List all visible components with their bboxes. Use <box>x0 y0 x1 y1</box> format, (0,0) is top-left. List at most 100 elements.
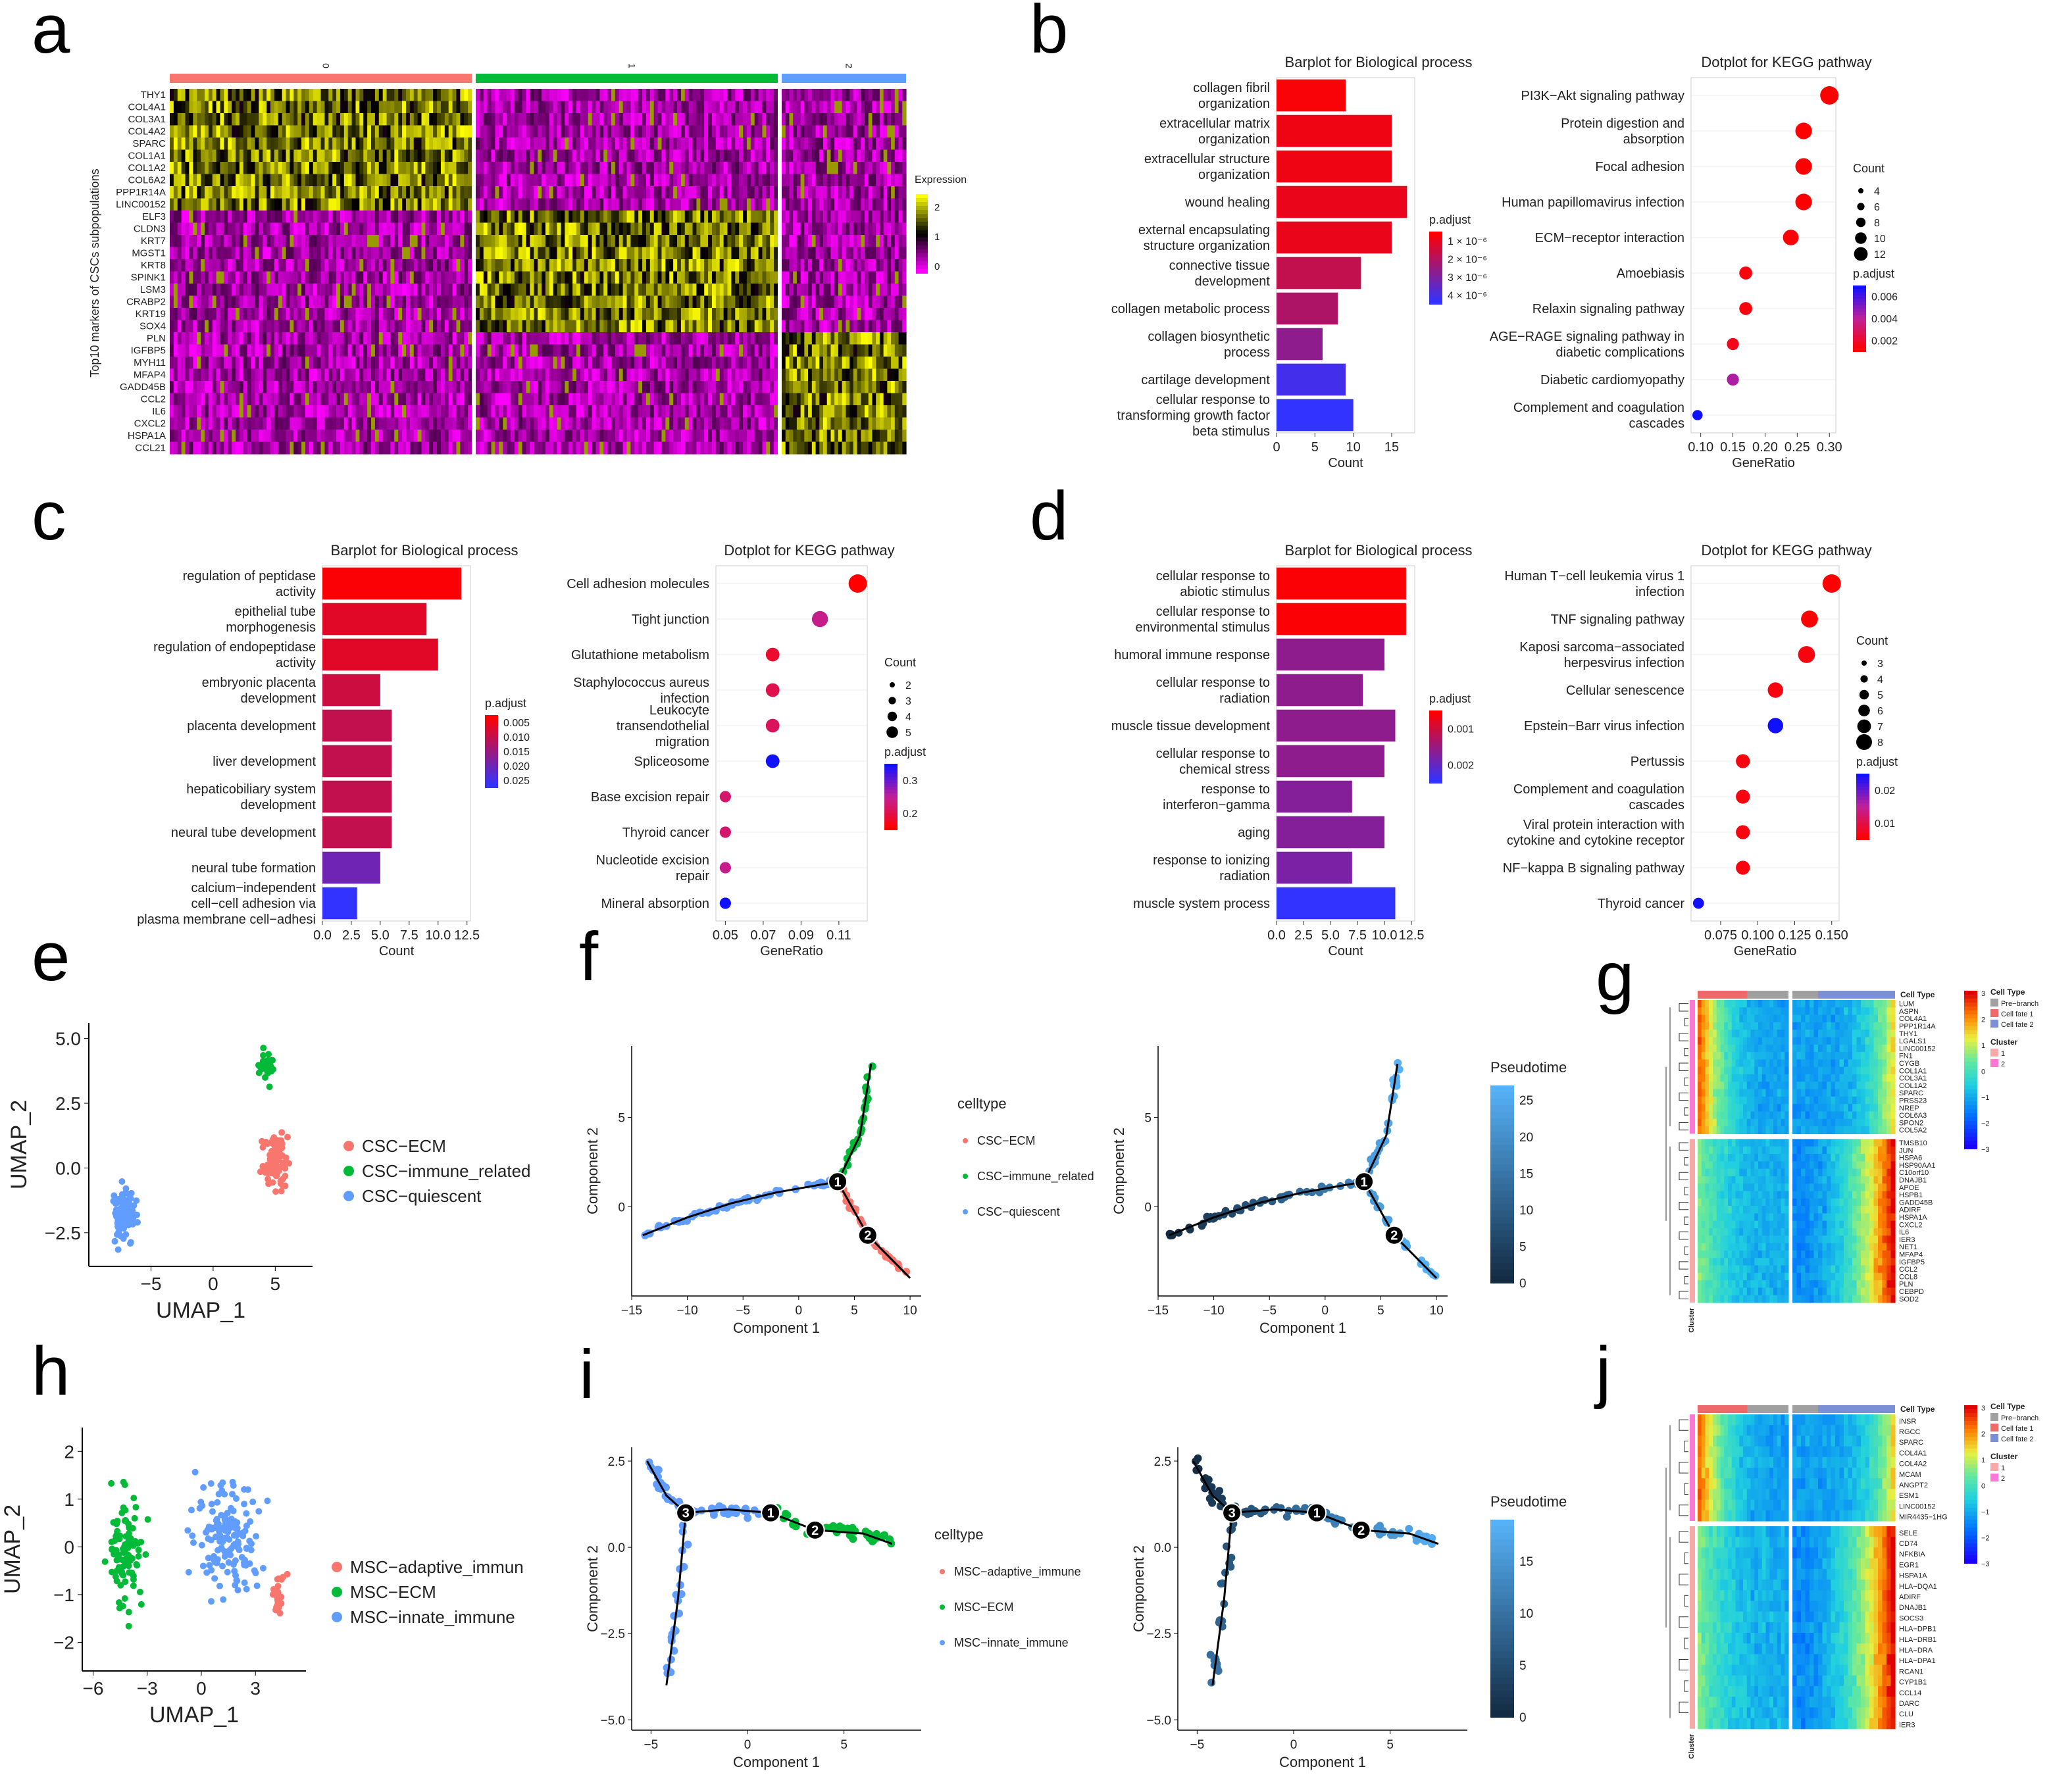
heat-cell <box>700 113 705 126</box>
heat-cell <box>274 393 279 406</box>
heat-cell <box>193 198 197 211</box>
heat-cell <box>542 417 546 430</box>
heat-cell <box>514 430 519 443</box>
heat-cell <box>696 405 701 418</box>
heat-cell <box>762 162 767 175</box>
heat-cell <box>270 222 275 236</box>
heat-cell <box>735 357 740 370</box>
heat-cell <box>204 186 209 199</box>
heat-cell <box>708 405 713 418</box>
heat-cell <box>398 149 403 162</box>
heat-cell <box>592 344 597 357</box>
heat-cell <box>297 235 302 248</box>
heat-cell <box>526 344 530 357</box>
heat-cell <box>216 222 221 236</box>
heat-cell <box>538 174 542 187</box>
heat-cell <box>518 162 523 175</box>
heat-cell <box>309 357 314 370</box>
heat-cell <box>680 113 686 126</box>
heat-cell <box>538 247 542 260</box>
heat-cell <box>495 89 499 102</box>
heat-cell <box>336 101 341 114</box>
heat-cell <box>444 247 449 260</box>
heat-cell <box>456 113 461 126</box>
heat-cell <box>479 320 484 333</box>
heat-cell <box>657 284 663 297</box>
panel-letter-h: h <box>32 1333 70 1410</box>
heat-cell <box>378 89 384 102</box>
heat-cell <box>479 211 484 224</box>
heat-cell <box>468 430 472 443</box>
heat-cell <box>367 430 372 443</box>
heat-cell <box>762 211 767 224</box>
heat-cell <box>464 101 468 114</box>
heat-cell <box>394 430 399 443</box>
heat-cell <box>599 271 604 284</box>
heat-cell <box>286 405 291 418</box>
heat-cell <box>259 393 263 406</box>
heat-cell <box>378 284 384 297</box>
heat-cell <box>170 198 174 211</box>
heat-cell <box>530 393 534 406</box>
heat-cell <box>394 405 399 418</box>
heat-cell <box>386 186 392 199</box>
heat-cell <box>359 174 364 187</box>
heat-cell <box>599 320 604 333</box>
heat-cell <box>232 430 236 443</box>
heat-cell <box>615 259 620 272</box>
heat-cell <box>201 113 205 126</box>
heat-cell <box>853 162 858 175</box>
heat-cell <box>448 320 453 333</box>
heat-cell <box>402 113 407 126</box>
heat-cell <box>565 235 569 248</box>
heat-cell <box>735 113 740 126</box>
heat-cell <box>766 137 771 151</box>
heat-cell <box>630 308 635 321</box>
heat-cell <box>746 368 751 382</box>
heat-cell <box>328 284 333 297</box>
heat-cell <box>526 198 530 211</box>
heat-cell <box>417 211 422 224</box>
heat-cell <box>437 441 442 455</box>
heat-cell <box>309 89 314 102</box>
heat-cell <box>332 357 337 370</box>
heat-cell <box>402 211 407 224</box>
heat-cell <box>340 89 345 102</box>
heat-cell <box>545 308 550 321</box>
heat-cell <box>499 247 503 260</box>
heat-cell <box>402 259 407 272</box>
heat-cell <box>731 149 736 162</box>
heat-cell <box>607 137 612 151</box>
heat-cell <box>402 174 407 187</box>
heat-cell <box>607 381 612 394</box>
heat-cell <box>487 405 492 418</box>
heat-cell <box>255 357 259 370</box>
heat-cell <box>204 149 209 162</box>
heat-cell <box>320 368 325 382</box>
heat-cell <box>876 113 880 126</box>
heat-cell <box>282 430 287 443</box>
heat-cell <box>317 344 322 357</box>
heat-cell <box>692 186 697 199</box>
heat-cell <box>193 441 197 455</box>
heat-cell <box>177 308 182 321</box>
heat-cell <box>642 332 647 345</box>
heat-cell <box>522 344 527 357</box>
heat-cell <box>208 368 213 382</box>
heat-cell <box>507 113 511 126</box>
heat-cell <box>611 368 616 382</box>
heat-cell <box>553 393 558 406</box>
heat-cell <box>232 332 236 345</box>
heat-cell <box>491 332 496 345</box>
heat-cell <box>823 186 828 199</box>
heat-cell <box>649 368 655 382</box>
heat-cell <box>796 125 801 138</box>
heat-cell <box>317 89 322 102</box>
heat-cell <box>584 113 589 126</box>
heat-cell <box>324 113 329 126</box>
heat-cell <box>557 332 562 345</box>
heat-cell <box>239 174 244 187</box>
heat-cell <box>688 186 694 199</box>
heat-cell <box>708 125 713 138</box>
heat-cell <box>518 393 523 406</box>
